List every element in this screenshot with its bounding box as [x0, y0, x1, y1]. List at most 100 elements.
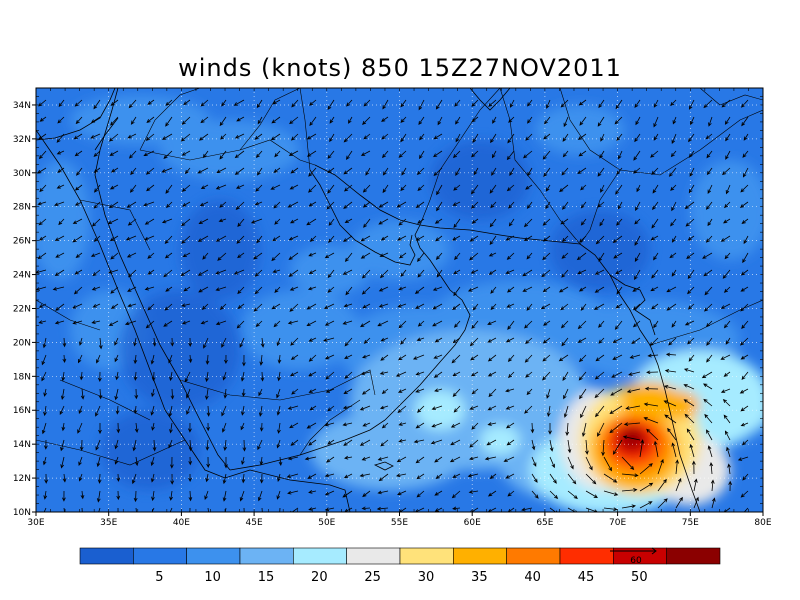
wind-arrow: [152, 337, 157, 347]
wind-arrow: [649, 337, 659, 347]
lat-tick-label: 28N: [13, 203, 31, 213]
wind-arrow: [691, 460, 696, 475]
wind-arrow: [345, 150, 353, 160]
wind-arrow: [675, 496, 683, 509]
wind-arrow: [276, 337, 281, 347]
wind-arrow: [563, 405, 569, 418]
wind-arrow: [219, 201, 227, 208]
wind-arrow: [241, 388, 246, 397]
wind-arrow: [79, 337, 83, 346]
wind-arrow: [433, 167, 443, 177]
wind-arrow: [129, 184, 137, 193]
wind-arrow: [577, 133, 587, 141]
wind-arrow: [151, 490, 155, 502]
wind-arrow: [670, 218, 677, 227]
wind-arrow: [145, 167, 155, 175]
wind-arrow: [415, 303, 425, 309]
wind-arrow: [531, 439, 536, 451]
wind-arrow: [489, 473, 497, 479]
wind-arrow: [276, 405, 281, 416]
wind-arrow: [721, 99, 731, 108]
wind-arrow: [725, 184, 731, 195]
wind-arrow: [471, 388, 479, 395]
wind-arrow: [132, 439, 137, 452]
wind-arrow: [168, 439, 173, 449]
wind-arrow: [561, 167, 569, 176]
wind-arrow: [603, 473, 618, 483]
wind-arrow: [597, 201, 605, 208]
wind-arrow: [435, 473, 443, 479]
wind-arrow: [143, 201, 155, 207]
wind-arrow: [188, 422, 192, 433]
wind-arrow: [724, 252, 731, 260]
wind-arrow: [324, 473, 335, 478]
wind-arrow: [276, 439, 281, 449]
wind-arrow: [75, 116, 83, 125]
wind-arrow: [150, 354, 155, 365]
colorbar-swatch: [453, 547, 507, 565]
wind-arrow: [205, 473, 210, 483]
wind-arrow: [343, 439, 353, 446]
wind-arrow: [521, 507, 533, 512]
wind-arrow: [165, 201, 173, 209]
wind-arrow: [722, 269, 731, 279]
wind-arrow: [432, 303, 443, 310]
wind-arrow: [671, 269, 677, 277]
wind-arrow: [376, 506, 389, 511]
wind-arrow: [525, 133, 533, 141]
wind-arrow: [639, 501, 653, 509]
wind-arrow: [308, 167, 317, 177]
wind-arrow: [234, 150, 245, 159]
wind-arrow: [290, 167, 299, 174]
wind-arrow: [723, 371, 731, 377]
wind-arrow: [436, 201, 443, 212]
wind-arrow: [219, 116, 227, 127]
wind-arrow: [398, 320, 407, 329]
wind-arrow: [651, 303, 659, 310]
wind-arrow: [594, 269, 605, 275]
wind-arrow: [222, 422, 227, 433]
wind-arrow: [487, 490, 497, 497]
wind-arrow: [416, 167, 425, 176]
wind-arrow: [595, 405, 605, 418]
wind-arrow: [594, 371, 605, 380]
wind-arrow: [115, 405, 120, 415]
wind-arrow: [683, 368, 695, 373]
wind-arrow: [164, 252, 173, 259]
wind-arrow: [542, 150, 551, 160]
wind-arrow: [224, 354, 228, 365]
wind-arrow: [487, 371, 497, 377]
wind-arrow: [181, 116, 191, 125]
wind-arrow: [579, 235, 587, 243]
wind-arrow: [254, 286, 263, 295]
wind-arrow: [236, 116, 245, 122]
wind-arrow: [135, 507, 137, 512]
wind-arrow: [145, 133, 155, 141]
lat-tick-label: 22N: [13, 304, 31, 314]
colorbar-label: 45: [578, 570, 595, 585]
wind-arrow: [306, 150, 317, 157]
wind-arrow: [526, 388, 533, 396]
wind-arrow: [378, 473, 389, 482]
wind-arrow: [577, 269, 587, 275]
wind-arrow: [418, 99, 425, 111]
wind-arrow: [740, 354, 749, 360]
wind-arrow: [360, 150, 371, 156]
wind-arrow: [62, 473, 67, 483]
wind-arrow: [254, 133, 263, 140]
wind-arrow: [307, 286, 317, 291]
wind-arrow: [725, 150, 731, 160]
wind-arrow: [234, 133, 245, 139]
wind-arrow: [90, 133, 101, 139]
wind-arrow: [380, 354, 389, 361]
wind-arrow: [599, 150, 605, 159]
lon-axis: 30E 35E 40E 45E 50E 55E 60E 65E 70E 75E 80E: [27, 88, 772, 528]
wind-arrow: [435, 252, 443, 260]
wind-arrow: [612, 439, 623, 455]
wind-arrow: [522, 150, 533, 159]
wind-arrow: [469, 252, 479, 261]
wind-arrow: [362, 490, 371, 498]
wind-arrow: [343, 201, 353, 209]
wind-arrow: [306, 320, 317, 327]
wind-arrow: [150, 456, 155, 467]
